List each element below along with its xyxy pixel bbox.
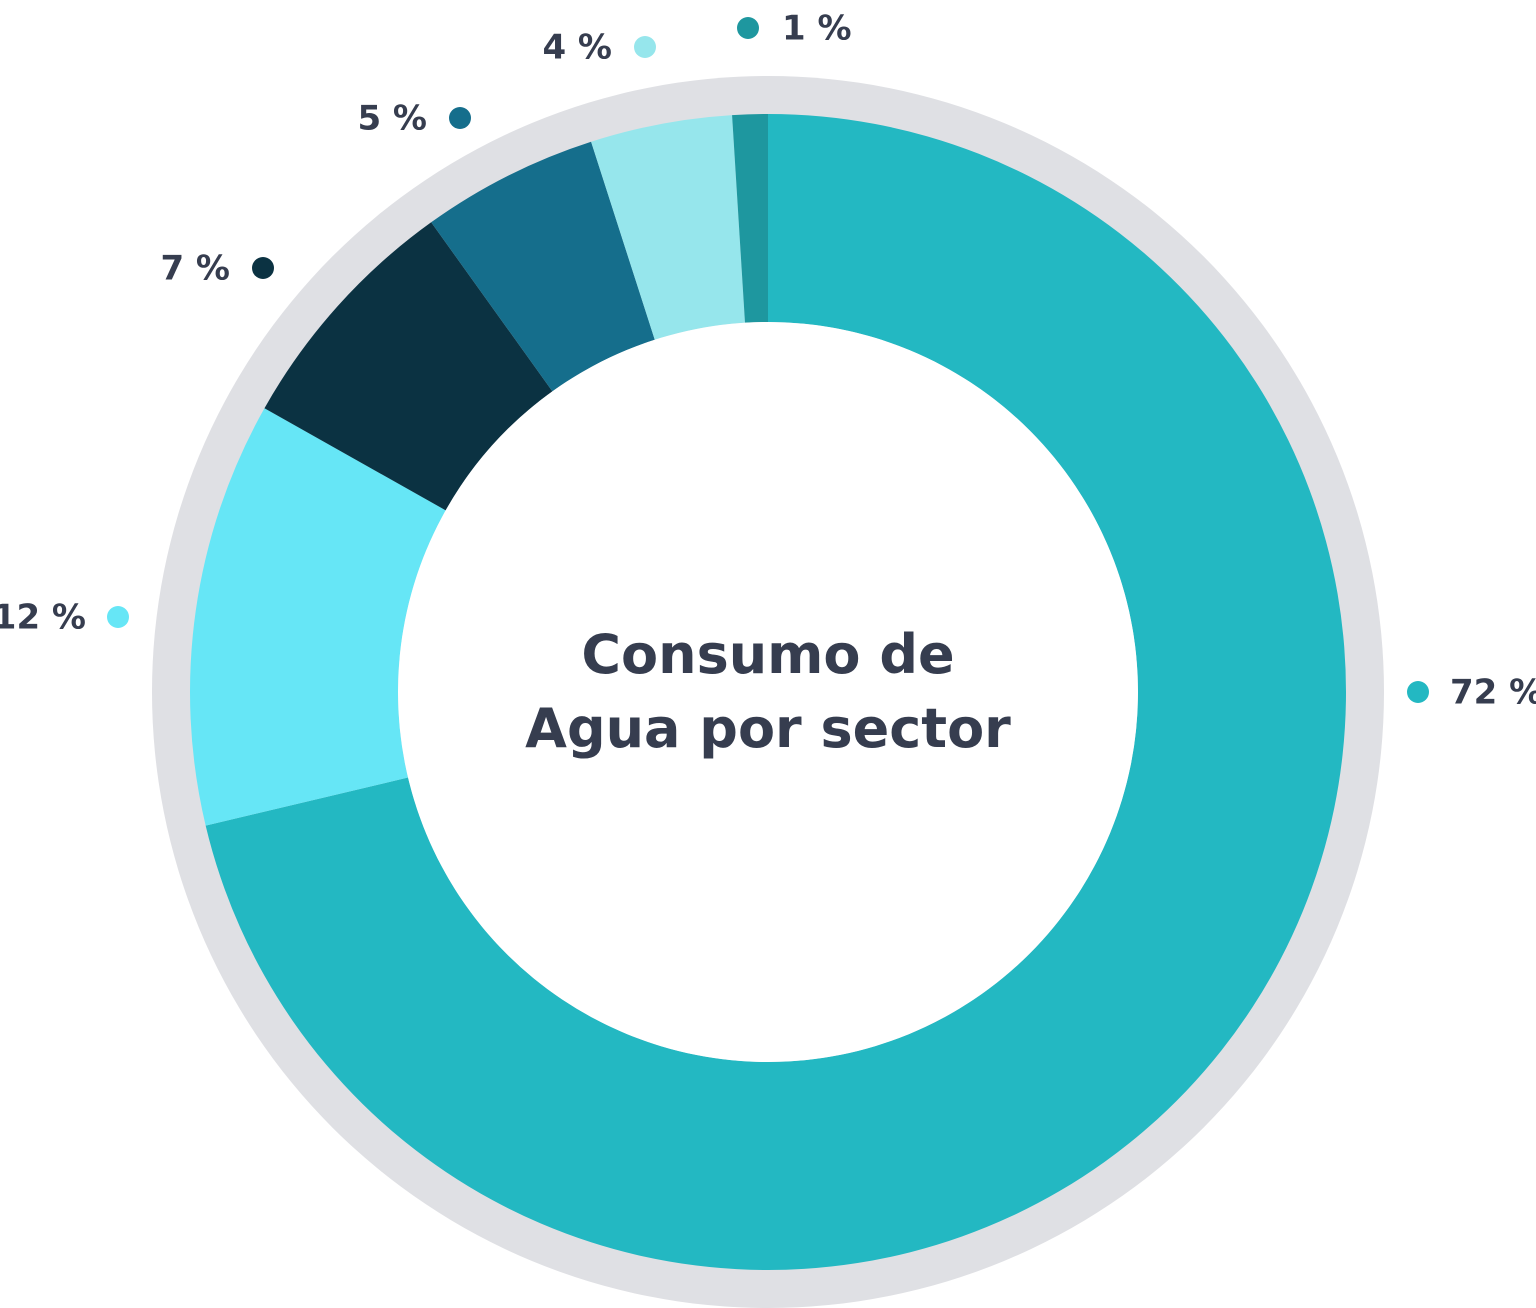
donut-segment bbox=[591, 115, 745, 340]
legend-dot bbox=[252, 257, 274, 279]
legend-dot bbox=[737, 17, 759, 39]
donut-segment bbox=[264, 222, 553, 511]
data-label: 12 % bbox=[0, 598, 86, 638]
data-label: 1 % bbox=[782, 9, 852, 49]
data-label: 7 % bbox=[160, 249, 230, 289]
legend-dot bbox=[1407, 681, 1429, 703]
legend-dot bbox=[634, 36, 656, 58]
legend-dot bbox=[107, 606, 129, 628]
donut-segment bbox=[189, 408, 446, 826]
donut-segment bbox=[732, 114, 768, 323]
donut-segment bbox=[431, 141, 655, 392]
data-label: 4 % bbox=[542, 28, 612, 68]
data-label: 5 % bbox=[357, 99, 427, 139]
data-label: 72 % bbox=[1450, 673, 1536, 713]
chart-title: Consumo de Agua por sector bbox=[525, 623, 1011, 760]
legend-dot bbox=[449, 107, 471, 129]
donut-hole bbox=[398, 322, 1138, 1062]
donut-segment bbox=[205, 114, 1347, 1270]
